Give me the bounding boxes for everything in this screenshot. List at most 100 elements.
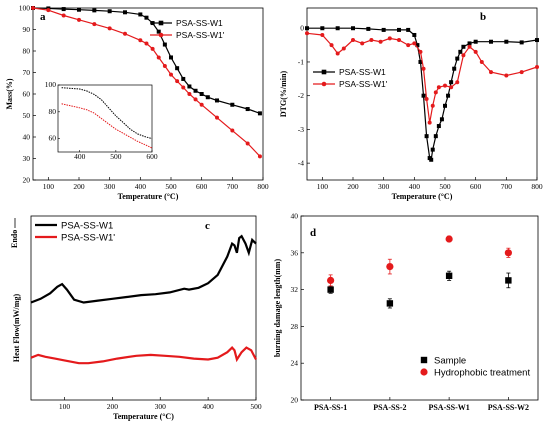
data-point (366, 26, 371, 31)
y-tick-label: 36 (291, 248, 299, 257)
legend: PSA-SS-W1 PSA-SS-W1' (313, 67, 388, 89)
legend-marker (420, 368, 428, 376)
data-point (327, 286, 334, 293)
y-tick-label: -2 (298, 91, 304, 100)
series-1 (327, 235, 512, 287)
legend-marker (321, 69, 327, 75)
data-point (443, 103, 447, 108)
x-tick-label: 200 (347, 182, 359, 191)
y-tick-label: 100 (19, 4, 31, 13)
data-point (473, 39, 478, 44)
data-point (329, 43, 334, 48)
inset-series-line (61, 103, 153, 149)
data-point (504, 73, 509, 78)
data-point (505, 277, 512, 284)
data-point (187, 92, 192, 96)
data-point (418, 49, 423, 54)
data-point (77, 17, 81, 22)
x-axis-title: Temperature (°C) (392, 192, 453, 201)
data-point (162, 42, 167, 47)
data-point (92, 22, 97, 27)
data-point (489, 70, 493, 75)
data-point (386, 263, 394, 271)
data-point (504, 39, 509, 44)
data-point (341, 46, 346, 51)
chart-panel-c: c 100 200 300 400 500 Temperature (°C) Heat Flo… (10, 215, 262, 421)
data-point (187, 84, 192, 89)
legend-label: PSA-SS-W1 (339, 67, 386, 77)
inset-x-tick-label: 600 (146, 152, 158, 161)
x-tick-label: 200 (73, 182, 85, 191)
inset-y-tick-label: 100 (45, 80, 57, 89)
series-0 (30, 234, 257, 304)
data-point (436, 85, 441, 90)
data-point (123, 10, 127, 15)
legend-marker (158, 32, 164, 38)
series-1 (31, 6, 262, 159)
data-point (369, 38, 374, 43)
data-point (305, 26, 309, 31)
x-tick-label: 500 (165, 182, 177, 191)
legend-marker (158, 20, 164, 26)
inset-x-tick-label: 400 (74, 152, 86, 161)
data-point (193, 97, 198, 102)
data-point (458, 49, 463, 54)
y-tick-label: 90 (23, 25, 31, 34)
data-point (156, 55, 161, 60)
x-tick-label: 300 (104, 182, 116, 191)
data-point (439, 117, 444, 122)
data-point (144, 41, 149, 46)
series-0 (305, 26, 539, 162)
x-axis-title: Temperature (°C) (113, 412, 174, 421)
data-point (162, 64, 167, 69)
data-point (461, 44, 466, 49)
x-tick-label: 500 (250, 402, 262, 411)
x-tick-label: 600 (470, 182, 482, 191)
x-tick-label: 600 (196, 182, 208, 191)
data-point (519, 70, 524, 75)
data-point (455, 80, 460, 85)
data-point (455, 56, 460, 61)
y-tick-label: 0 (300, 24, 304, 33)
y-axis-title: Heat Flow(mW/mg) (12, 294, 21, 363)
data-point (406, 27, 411, 32)
data-point (320, 32, 325, 37)
y-tick-label: 70 (23, 68, 31, 77)
data-point (378, 39, 383, 44)
panel-letter: a (40, 11, 46, 23)
x-tick-label: 700 (501, 182, 513, 191)
chart-panel-a: a 100 200 300 400 500 600 700 800 20 30 40 50 60 70 80 9… (5, 4, 269, 202)
data-point (489, 39, 493, 44)
x-tick-label: 200 (107, 402, 119, 411)
data-point (305, 31, 309, 36)
legend-marker (420, 356, 428, 364)
data-point (215, 115, 219, 120)
plot-frame (300, 215, 539, 401)
data-point (327, 276, 335, 284)
legend-label: Sample (434, 356, 466, 367)
y-tick-label: 24 (291, 359, 299, 368)
legend-label: Hydrophobic treatment (434, 368, 530, 379)
data-point (412, 32, 417, 37)
x-tick-label: 300 (155, 402, 167, 411)
data-point (61, 13, 66, 18)
x-axis-title: Temperature (°C) (118, 192, 179, 201)
data-point (473, 49, 478, 54)
data-point (387, 36, 392, 41)
x-tick-label: 800 (257, 182, 269, 191)
data-point (77, 7, 81, 12)
data-point (504, 249, 512, 257)
panel-letter: d (310, 227, 316, 239)
series-1 (30, 346, 257, 365)
legend-label: PSA-SS-W1' (61, 233, 115, 244)
data-point (430, 103, 435, 108)
y-axis-title: DTG(%/min) (279, 71, 288, 118)
data-point (519, 40, 524, 45)
series-0 (31, 6, 262, 116)
data-point (175, 79, 180, 84)
legend-marker (321, 81, 327, 87)
x-tick-label: 400 (135, 182, 147, 191)
data-point (199, 92, 204, 96)
data-point (421, 93, 426, 98)
data-point (107, 26, 112, 31)
